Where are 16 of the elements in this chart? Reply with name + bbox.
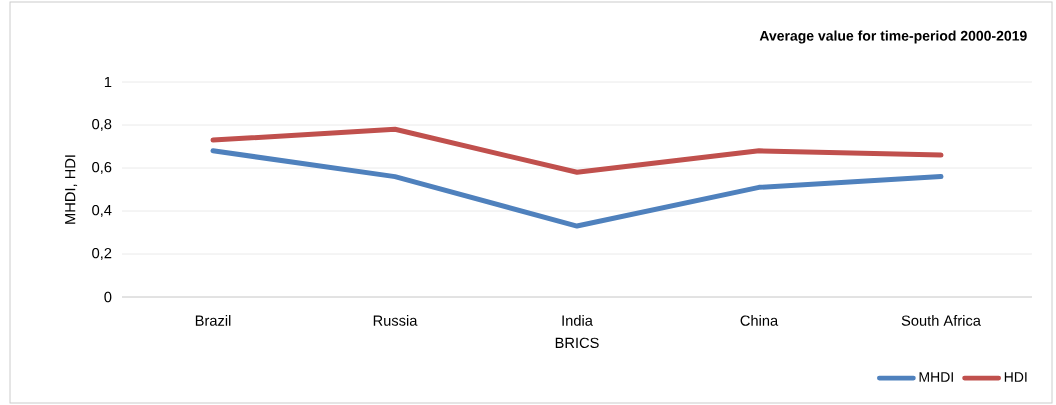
y-tick-label: 0,2	[92, 247, 112, 261]
legend-label: MHDI	[919, 372, 953, 382]
y-axis-title: MHDI, HDI	[65, 155, 78, 224]
x-tick-label: Russia	[373, 315, 418, 326]
y-tick-label: 0,8	[92, 118, 112, 132]
chart-title: Average value for time-period 2000-2019	[759, 30, 1027, 44]
legend-label: HDI	[1004, 372, 1027, 382]
y-tick-label: 0	[104, 291, 112, 303]
x-axis-title: BRICS	[555, 337, 599, 349]
y-tick-label: 0,6	[92, 161, 112, 175]
y-tick-label: 1	[104, 76, 112, 88]
x-tick-label: India	[562, 315, 593, 326]
x-tick-label: South Africa	[901, 315, 981, 326]
y-tick-label: 0,4	[92, 204, 112, 218]
x-tick-label: China	[740, 315, 779, 326]
x-tick-label: Brazil	[195, 315, 231, 326]
